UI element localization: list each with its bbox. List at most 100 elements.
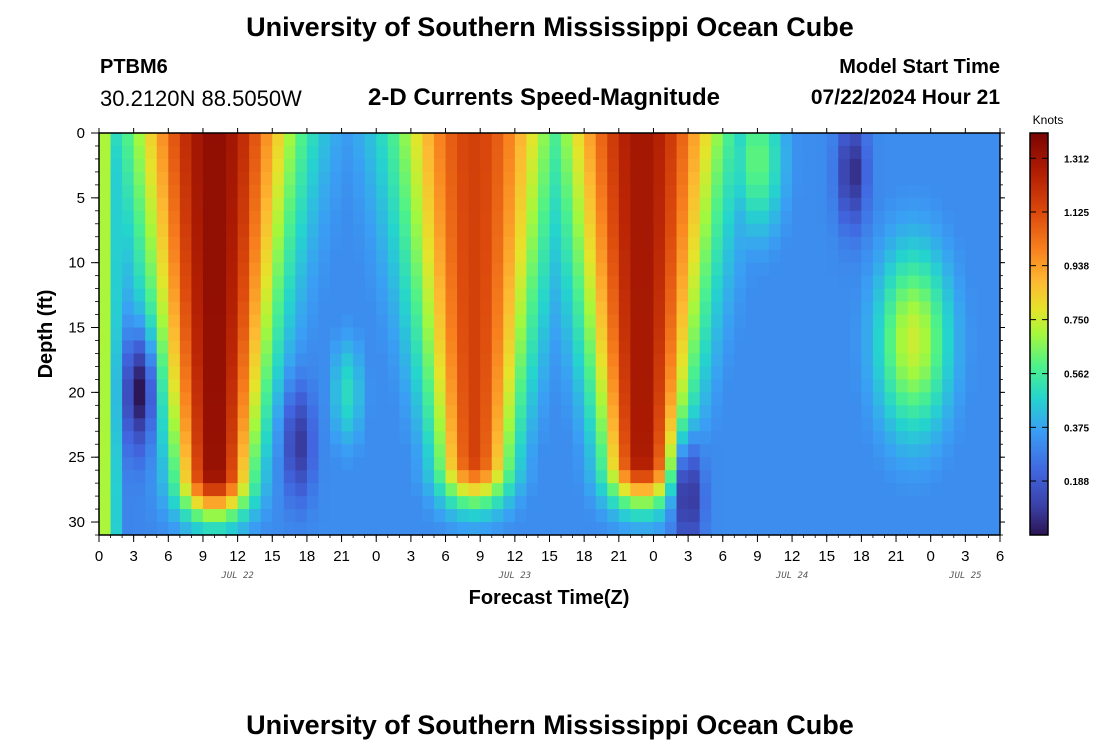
heatmap-cell — [468, 210, 481, 225]
heatmap-cell — [156, 340, 169, 355]
heatmap-cell — [168, 444, 181, 458]
heatmap-cell — [145, 418, 158, 432]
heatmap-cell — [607, 301, 620, 316]
heatmap-cell — [907, 444, 920, 458]
heatmap-cell — [607, 275, 620, 290]
heatmap-cell — [976, 210, 990, 225]
heatmap-cell — [353, 133, 366, 147]
heatmap-cell — [330, 392, 343, 406]
heatmap-cell — [237, 133, 250, 147]
heatmap-cell — [226, 418, 239, 432]
day-labels: JUL 22 JUL 23 JUL 24 JUL 25 — [220, 571, 981, 581]
heatmap-cell — [757, 158, 770, 173]
heatmap-cell — [607, 379, 620, 393]
heatmap-cell — [387, 483, 400, 497]
heatmap-cell — [630, 483, 643, 497]
heatmap-cell — [318, 158, 331, 173]
heatmap-cell — [364, 262, 377, 277]
heatmap-cell — [572, 171, 585, 186]
heatmap-cell — [330, 418, 343, 432]
heatmap-cell — [711, 171, 724, 186]
heatmap-cell — [861, 275, 874, 290]
heatmap-cell — [156, 483, 169, 497]
heatmap-cell — [907, 457, 920, 471]
heatmap-cell — [584, 431, 597, 445]
heatmap-cell — [757, 288, 770, 303]
heatmap-cell — [572, 418, 585, 432]
heatmap-cell — [618, 418, 631, 432]
heatmap-cell — [688, 223, 701, 238]
heatmap-cell — [803, 496, 816, 510]
heatmap-cell — [572, 353, 585, 368]
heatmap-cell — [306, 275, 320, 290]
heatmap-cell — [156, 184, 169, 199]
heatmap-cell — [942, 184, 955, 199]
heatmap-cell — [549, 444, 562, 458]
heatmap-cell — [953, 171, 966, 186]
heatmap-cell — [745, 262, 759, 277]
heatmap-cell — [526, 184, 539, 199]
heatmap-cell — [618, 379, 631, 393]
heatmap-cell — [595, 158, 608, 173]
heatmap-cell — [145, 301, 158, 316]
heatmap-cell — [399, 223, 412, 238]
heatmap-cell — [526, 145, 539, 160]
heatmap-cell — [445, 496, 458, 510]
heatmap-cell — [133, 314, 146, 329]
heatmap-cell — [930, 314, 943, 329]
heatmap-cell — [133, 197, 146, 212]
heatmap-cell — [815, 405, 828, 419]
heatmap-cell — [433, 522, 447, 535]
heatmap-cell — [792, 314, 805, 329]
heatmap-cell — [283, 431, 296, 445]
heatmap-cell — [722, 522, 735, 535]
heatmap-cell — [907, 249, 920, 264]
heatmap-cell — [584, 301, 597, 316]
heatmap-cell — [815, 236, 828, 251]
heatmap-cell — [780, 288, 793, 303]
heatmap-cell — [572, 379, 585, 393]
heatmap-cell — [445, 392, 458, 406]
heatmap-cell — [641, 431, 655, 445]
heatmap-cell — [665, 171, 678, 186]
heatmap-cell — [249, 288, 262, 303]
heatmap-cell — [803, 392, 816, 406]
heatmap-cell — [780, 184, 793, 199]
heatmap-cell — [607, 496, 620, 510]
heatmap-cell — [896, 379, 909, 393]
chart-subtitle: 2-D Currents Speed-Magnitude — [368, 84, 721, 111]
heatmap-cell — [976, 133, 990, 147]
heatmap-cell — [584, 145, 597, 160]
heatmap-cell — [133, 158, 146, 173]
heatmap-cell — [838, 327, 851, 342]
heatmap-cell — [503, 431, 516, 445]
heatmap-cell — [549, 249, 562, 264]
heatmap-cell — [133, 405, 146, 419]
heatmap-cell — [526, 366, 539, 380]
heatmap-cell — [768, 197, 782, 212]
heatmap-cell — [537, 405, 551, 419]
heatmap-cell — [884, 158, 897, 173]
heatmap-cell — [249, 431, 262, 445]
heatmap-cell — [734, 509, 747, 523]
heatmap-cell — [168, 379, 181, 393]
heatmap-cell — [734, 392, 747, 406]
heatmap-cell — [896, 457, 909, 471]
heatmap-cell — [237, 210, 250, 225]
heatmap-cell — [826, 379, 839, 393]
heatmap-cell — [399, 431, 412, 445]
heatmap-cell — [353, 418, 366, 432]
heatmap-cell — [549, 275, 562, 290]
heatmap-cell — [676, 262, 689, 277]
heatmap-cell — [306, 145, 320, 160]
heatmap-cell — [584, 197, 597, 212]
heatmap-cell — [930, 418, 943, 432]
heatmap-cell — [376, 496, 389, 510]
heatmap-cell — [445, 405, 458, 419]
heatmap-cell — [260, 301, 273, 316]
heatmap-cell — [387, 262, 400, 277]
heatmap-cell — [283, 457, 296, 471]
heatmap-cell — [872, 444, 886, 458]
heatmap-cell — [942, 366, 955, 380]
heatmap-cell — [457, 158, 470, 173]
